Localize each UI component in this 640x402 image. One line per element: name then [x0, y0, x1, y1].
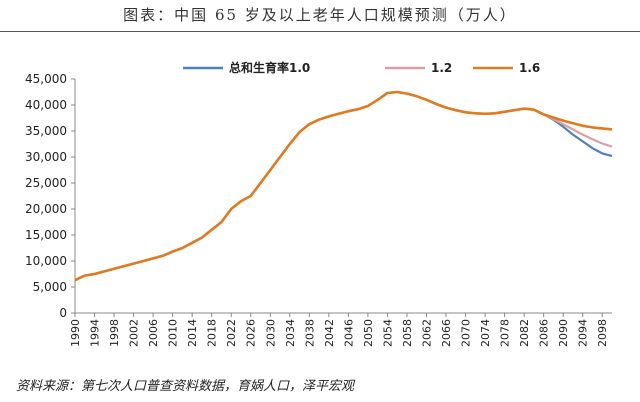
y-tick-label: 30,000: [25, 150, 67, 164]
x-tick-label: 1998: [108, 319, 121, 347]
chart-title: 图表：中国 65 岁及以上老年人口规模预测（万人）: [123, 6, 517, 24]
chart-legend: 总和生育率1.0 1.2 1.6: [183, 60, 540, 75]
x-tick-label: 2058: [401, 319, 414, 347]
y-tick-label: 20,000: [25, 202, 67, 216]
legend-label: 1.6: [519, 61, 540, 75]
x-tick-label: 2062: [420, 319, 433, 347]
x-tick-label: 2074: [479, 319, 492, 347]
y-tick-label: 15,000: [25, 228, 67, 242]
x-tick-label: 2050: [362, 319, 375, 347]
x-tick-label: 2034: [284, 319, 297, 347]
x-tick-label: 2014: [186, 319, 199, 347]
y-tick-label: 10,000: [25, 254, 67, 268]
x-tick-label: 2094: [577, 319, 590, 347]
source-note: 资料来源：第七次人口普查资料数据，育娲人口，泽平宏观: [16, 379, 355, 394]
chart-axes: 0 5,000 10,000 15,000 20,000 25,000 30,000 35,0…: [25, 72, 612, 347]
title-divider: [0, 31, 640, 32]
x-tick-label: 2054: [381, 319, 394, 347]
y-tick-label: 35,000: [25, 124, 67, 138]
line-chart: 0 5,000 10,000 15,000 20,000 25,000 30,000 35,0…: [25, 60, 613, 347]
legend-label: 1.2: [431, 61, 452, 75]
x-tick-label: 2070: [460, 319, 473, 347]
x-tick-label: 2018: [206, 319, 219, 347]
x-tick-label: 1990: [69, 319, 82, 347]
x-tick-label: 2098: [596, 319, 609, 347]
x-tick-label: 2030: [264, 319, 277, 347]
chart-lines: [74, 90, 613, 282]
y-tick-label: 45,000: [25, 72, 67, 86]
x-tick-label: 2026: [245, 319, 258, 347]
y-tick-label: 0: [59, 306, 67, 320]
x-tick-label: 2038: [303, 319, 316, 347]
x-tick-label: 1994: [89, 319, 102, 347]
x-tick-label: 2090: [557, 319, 570, 347]
y-tick-label: 25,000: [25, 176, 67, 190]
x-tick-label: 2006: [147, 319, 160, 347]
x-tick-label: 2010: [167, 319, 180, 347]
x-tick-label: 2082: [518, 319, 531, 347]
x-tick-label: 2066: [440, 319, 453, 347]
series-line-2: [74, 90, 613, 282]
x-tick-label: 2002: [128, 319, 141, 347]
series-line-3: [74, 90, 613, 282]
x-tick-label: 2086: [538, 319, 551, 347]
y-tick-label: 5,000: [33, 280, 67, 294]
legend-label: 总和生育率1.0: [229, 60, 310, 75]
x-tick-label: 2022: [225, 319, 238, 347]
x-tick-label: 2042: [323, 319, 336, 347]
series-line-1: [74, 90, 613, 282]
x-tick-label: 2046: [342, 319, 355, 347]
x-tick-label: 2078: [499, 319, 512, 347]
y-tick-label: 40,000: [25, 98, 67, 112]
